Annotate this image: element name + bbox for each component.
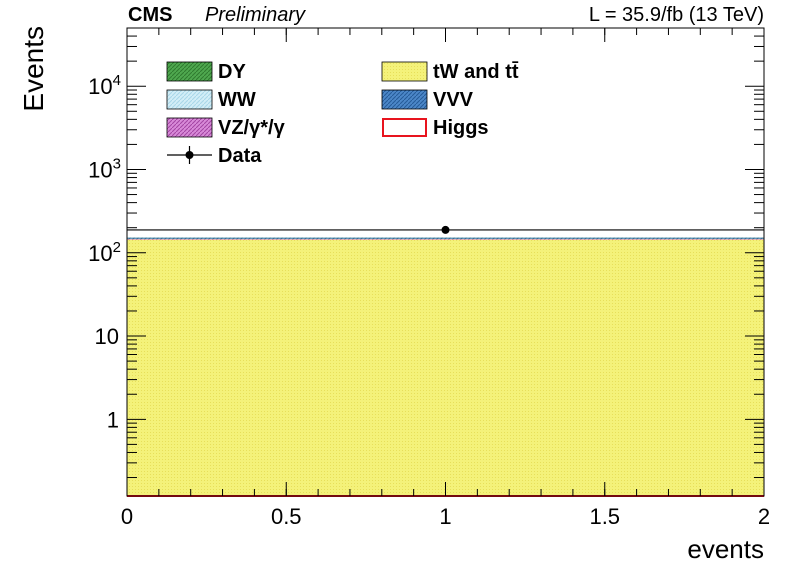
y-axis-title: Events [18,26,49,112]
legend-swatch [166,89,213,110]
legend-item-data: Data [167,145,262,167]
legend-label: tW and tt̄ [433,61,519,83]
x-tick-label: 0 [121,504,133,529]
y-tick-label: 103 [88,155,121,182]
stack-bar-vvv [127,237,764,239]
y-tick-label: 102 [88,239,121,266]
y-tick-label: 10 [95,324,119,349]
x-tick-label: 2 [758,504,770,529]
legend-swatch [166,117,213,138]
y-tick-label: 1 [107,407,119,432]
legend-item-tw-and-tt: tW and tt̄ [381,61,519,83]
legend-marker-point [185,151,194,159]
legend-item-vz: VZ/γ*/γ [166,117,286,139]
x-tick-label: 0.5 [271,504,302,529]
luminosity-label: L = 35.9/fb (13 TeV) [589,4,764,26]
legend-item-vvv: VVV [381,89,474,111]
legend-item-dy: DY [166,61,246,83]
x-axis-title: events [687,534,764,564]
axis-layer: 0 0.5 1 1.5 2 1 10 102 103 104 [88,27,770,529]
legend-label: VVV [433,89,474,111]
legend-swatch [381,89,428,110]
legend-swatch [166,61,213,82]
legend-label: DY [218,61,246,83]
preliminary-label: Preliminary [205,4,306,26]
legend: DY WW VZ/γ*/γ Data tW and tt̄ VVV Higgs [166,61,519,167]
legend-item-higgs: Higgs [382,117,489,139]
y-tick-label: 104 [88,72,121,99]
x-tick-label: 1 [439,504,451,529]
stack-bar-tw-and-tt [127,239,764,496]
legend-label: Data [218,145,262,167]
stack-layer [127,237,764,497]
legend-swatch [382,118,427,137]
data-layer [127,225,764,234]
legend-label: VZ/γ*/γ [218,117,286,139]
legend-swatch [381,61,428,82]
legend-label: WW [218,89,256,111]
cms-label: CMS [128,4,172,26]
legend-item-ww: WW [166,89,256,111]
data-point [441,225,450,234]
x-tick-label: 1.5 [589,504,620,529]
legend-label: Higgs [433,117,489,139]
